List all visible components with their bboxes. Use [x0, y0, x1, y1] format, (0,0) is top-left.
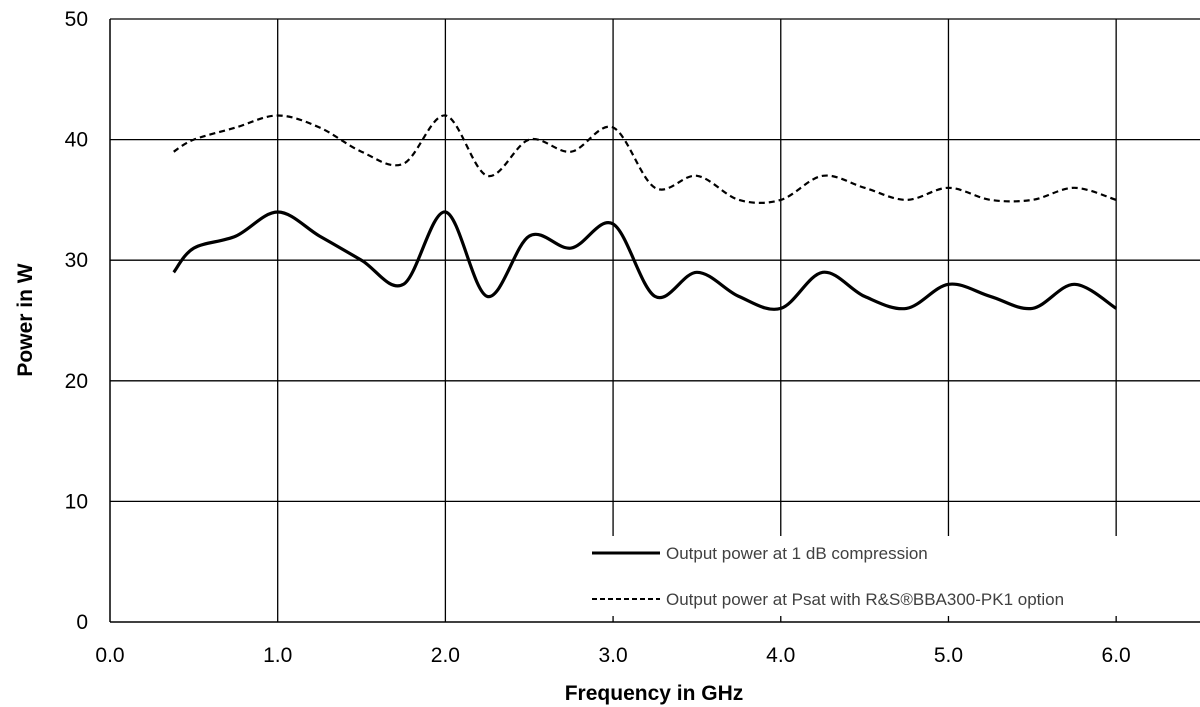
gridlines — [110, 18, 1200, 622]
y-tick-label: 30 — [65, 249, 88, 272]
data-series — [172, 114, 1118, 311]
y-tick-label: 40 — [65, 129, 88, 152]
x-tick-label: 2.0 — [431, 644, 460, 667]
legend-label-1db: Output power at 1 dB compression — [666, 544, 928, 563]
y-tick-label: 10 — [65, 490, 88, 513]
x-tick-label: 0.0 — [95, 644, 124, 667]
tick-labels: 0 10 20 30 40 50 0.0 1.0 2.0 3.0 4.0 5.0 6.0 — [65, 8, 1131, 667]
y-tick-label: 0 — [76, 611, 88, 634]
legend-label-psat: Output power at Psat with R&S®BBA300-PK1… — [666, 590, 1064, 609]
x-tick-label: 5.0 — [934, 644, 963, 667]
y-tick-label: 20 — [65, 370, 88, 393]
x-axis-title: Frequency in GHz — [565, 682, 744, 705]
y-axis-title: Power in W — [14, 263, 37, 376]
y-tick-label: 50 — [65, 8, 88, 31]
legend: Output power at 1 dB compression Output … — [586, 536, 1186, 616]
series-line-1db — [172, 210, 1118, 311]
x-tick-label: 6.0 — [1102, 644, 1131, 667]
series-line-psat — [173, 114, 1117, 204]
x-tick-label: 3.0 — [598, 644, 627, 667]
x-tick-label: 1.0 — [263, 644, 292, 667]
axes — [109, 19, 1200, 623]
legend-background — [586, 536, 1186, 616]
x-tick-label: 4.0 — [766, 644, 795, 667]
